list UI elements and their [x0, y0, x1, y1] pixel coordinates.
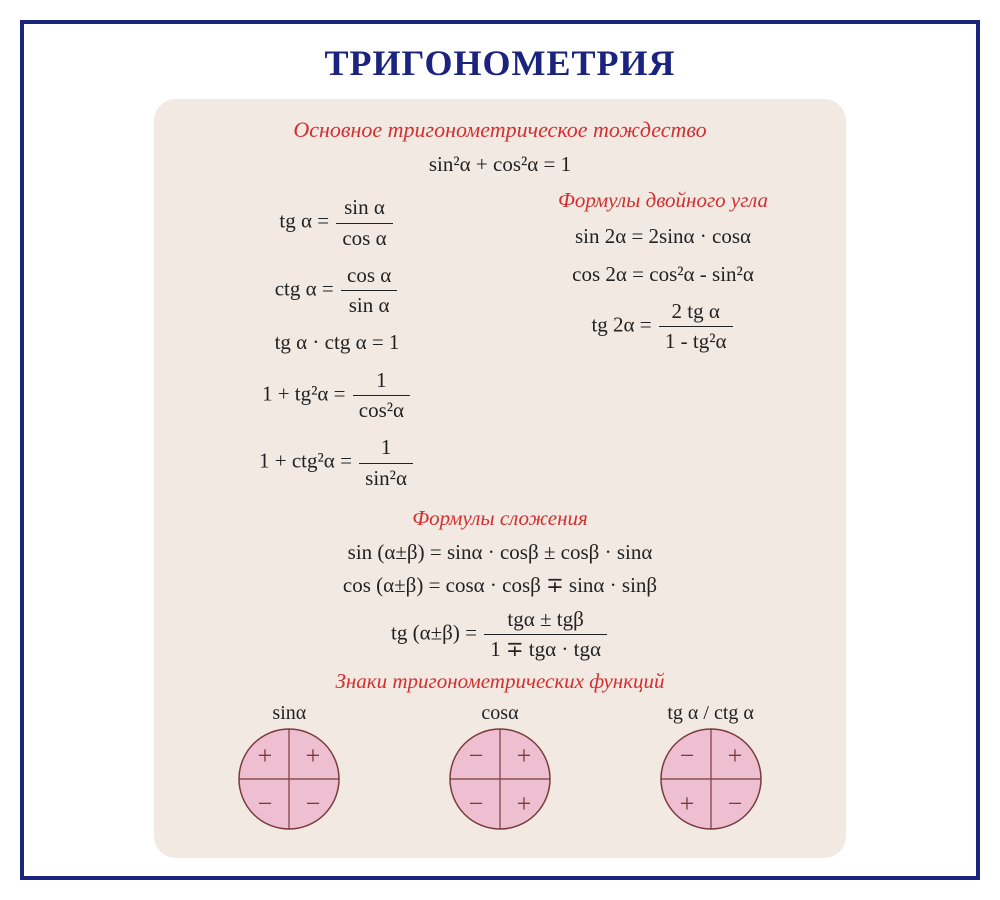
one-tg-frac: 1 cos²α: [353, 367, 410, 425]
formula-cos2a: cos 2α = cos²α - sin²α: [510, 261, 816, 288]
svg-text:−: −: [306, 789, 321, 818]
addition-tg-num: tgα ± tgβ: [484, 606, 607, 635]
formula-addition-tg: tg (α±β) = tgα ± tgβ 1 ∓ tgα · tgα: [184, 606, 816, 664]
one-tg-den: cos²α: [353, 396, 410, 424]
tg2a-lhs: tg 2α =: [591, 313, 651, 337]
tg-def-lhs: tg α =: [279, 209, 329, 233]
one-ctg-frac: 1 sin²α: [359, 434, 413, 492]
svg-text:+: +: [517, 741, 532, 770]
svg-text:−: −: [469, 789, 484, 818]
heading-signs: Знаки тригонометрических функций: [184, 669, 816, 694]
formula-identity: sin²α + cos²α = 1: [184, 151, 816, 178]
sign-unit-1: cosα − + − +: [448, 702, 552, 831]
ctg-def-frac: cos α sin α: [341, 262, 397, 320]
one-tg-num: 1: [353, 367, 410, 396]
heading-identity: Основное тригонометрическое тождество: [184, 117, 816, 143]
one-ctg-den: sin²α: [359, 464, 413, 492]
col-double: Формулы двойного угла sin 2α = 2sinα · c…: [510, 184, 816, 502]
heading-addition: Формулы сложения: [184, 506, 816, 531]
heading-double: Формулы двойного угла: [510, 188, 816, 213]
ctg-def-lhs: ctg α =: [275, 277, 334, 301]
one-ctg-num: 1: [359, 434, 413, 463]
one-ctg-lhs: 1 + ctg²α =: [259, 449, 352, 473]
formula-tg2a: tg 2α = 2 tg α 1 - tg²α: [510, 298, 816, 356]
content-panel: Основное тригонометрическое тождество si…: [154, 99, 846, 858]
svg-text:+: +: [258, 741, 273, 770]
svg-text:+: +: [727, 741, 742, 770]
tg-def-num: sin α: [336, 194, 392, 223]
svg-text:−: −: [727, 789, 742, 818]
svg-text:−: −: [679, 741, 694, 770]
formula-addition-cos: cos (α±β) = cosα · cosβ ∓ sinα · sinβ: [184, 572, 816, 599]
col-basic: tg α = sin α cos α ctg α = cos α sin α t…: [184, 184, 490, 502]
outer-frame: ТРИГОНОМЕТРИЯ Основное тригонометрическо…: [20, 20, 980, 880]
addition-tg-den: 1 ∓ tgα · tgα: [484, 635, 607, 663]
ctg-def-den: sin α: [341, 291, 397, 319]
tg2a-frac: 2 tg α 1 - tg²α: [659, 298, 733, 356]
svg-text:−: −: [469, 741, 484, 770]
formula-ctg-def: ctg α = cos α sin α: [184, 262, 490, 320]
formula-tg-ctg: tg α · ctg α = 1: [184, 329, 490, 356]
formula-one-plus-ctg: 1 + ctg²α = 1 sin²α: [184, 434, 490, 492]
sign-unit-0: sinα + + − −: [237, 702, 341, 831]
addition-tg-frac: tgα ± tgβ 1 ∓ tgα · tgα: [484, 606, 607, 664]
sign-circle-icon: − + + −: [659, 727, 763, 831]
addition-tg-lhs: tg (α±β) =: [391, 620, 477, 644]
page-title: ТРИГОНОМЕТРИЯ: [24, 42, 976, 84]
sign-unit-2: tg α / ctg α − + + −: [659, 702, 763, 831]
sign-circle-icon: − + − +: [448, 727, 552, 831]
formula-sin2a: sin 2α = 2sinα · cosα: [510, 223, 816, 250]
sign-label: tg α / ctg α: [659, 702, 763, 725]
tg-def-frac: sin α cos α: [336, 194, 392, 252]
tg-def-den: cos α: [336, 224, 392, 252]
svg-text:+: +: [306, 741, 321, 770]
svg-text:−: −: [258, 789, 273, 818]
one-tg-lhs: 1 + tg²α =: [262, 381, 346, 405]
formula-one-plus-tg: 1 + tg²α = 1 cos²α: [184, 367, 490, 425]
tg2a-num: 2 tg α: [659, 298, 733, 327]
sign-label: cosα: [448, 702, 552, 725]
svg-text:+: +: [679, 789, 694, 818]
formula-tg-def: tg α = sin α cos α: [184, 194, 490, 252]
sign-circle-icon: + + − −: [237, 727, 341, 831]
svg-text:+: +: [517, 789, 532, 818]
formula-addition-sin: sin (α±β) = sinα · cosβ ± cosβ · sinα: [184, 539, 816, 566]
sign-label: sinα: [237, 702, 341, 725]
signs-row: sinα + + − − cosα − + − + tg α / ctg α − + + −: [184, 702, 816, 831]
ctg-def-num: cos α: [341, 262, 397, 291]
two-column-block: tg α = sin α cos α ctg α = cos α sin α t…: [184, 184, 816, 502]
tg2a-den: 1 - tg²α: [659, 327, 733, 355]
